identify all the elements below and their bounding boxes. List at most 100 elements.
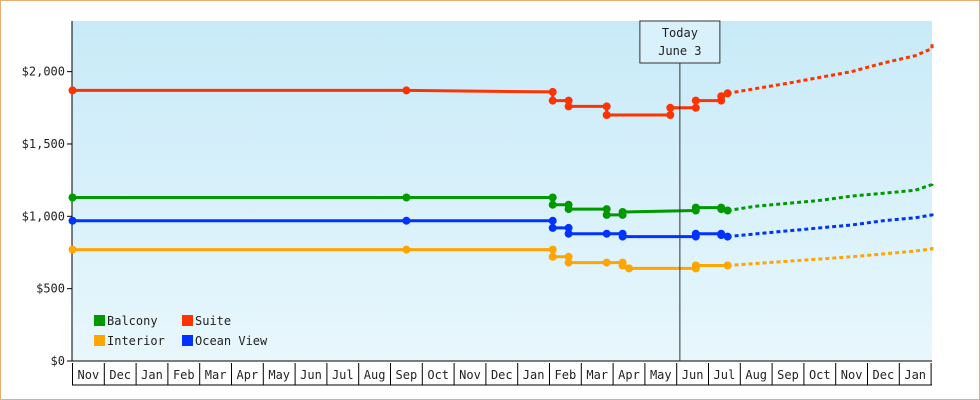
series-ocean-view-point [548,216,557,225]
legend-swatch-ocean-view [182,335,193,346]
x-tick-label: Jul [714,368,736,382]
x-tick-label: Jan [523,368,545,382]
series-interior-point [402,245,411,254]
legend-label-interior: Interior [107,334,165,348]
series-suite-point [666,103,675,112]
x-tick-label: Sep [777,368,799,382]
series-suite-point [548,87,557,96]
x-tick-label: Apr [618,368,640,382]
x-tick-label: Feb [173,368,195,382]
series-balcony-point [717,205,726,214]
series-suite-point [548,96,557,105]
x-tick-label: Aug [364,368,386,382]
series-ocean-view-point [548,223,557,232]
y-tick-label: $1,500 [22,137,65,151]
legend-label-suite: Suite [195,314,231,328]
x-tick-label: Nov [459,368,481,382]
series-balcony-point [548,193,557,202]
series-ocean-view-point [717,231,726,240]
series-ocean-view-point [618,232,627,241]
series-balcony-point [548,200,557,209]
series-interior-point [602,258,611,267]
series-ocean-view-point [691,229,700,238]
today-label-line1: Today [662,26,698,40]
series-suite-point [691,96,700,105]
x-tick-label: Mar [586,368,608,382]
x-tick-label: Jan [904,368,926,382]
axes: $0 $500 $1,000 $1,500 $2,000 Nov Dec Jan Feb Mar A… [22,21,932,386]
series-ocean-view-point [723,232,732,241]
series-interior-point [618,261,627,270]
series-interior-point [625,264,633,273]
legend-label-balcony: Balcony [107,314,158,328]
series-balcony-point [68,193,77,202]
legend-swatch-balcony [94,315,105,326]
series-ocean-view-point [564,223,573,232]
series-suite-point [68,86,77,95]
series-suite-point [602,111,611,119]
x-tick-label: Jun [682,368,704,382]
series-balcony-point [402,193,411,202]
series-balcony-point [723,206,732,215]
series-balcony-point [618,208,627,216]
series-suite-point [666,111,675,119]
series-interior-point [564,258,573,267]
x-tick-label: Jan [141,368,163,382]
x-tick-label: Dec [873,368,895,382]
x-tick-label: Feb [555,368,577,382]
series-balcony-point [564,205,573,214]
series-interior-point [548,245,557,254]
series-suite-point [691,103,700,112]
today-label-box [639,20,721,64]
x-tick-label: Aug [745,368,767,382]
x-tick-label: Jun [300,368,322,382]
today-marker: Today June 3 [639,20,721,361]
y-tick-label: $500 [36,282,65,296]
series-balcony-point [602,205,611,214]
series-suite-point [717,92,726,101]
legend: Balcony Suite Interior Ocean View [94,314,268,348]
x-tick-label: Oct [809,368,831,382]
series-interior-point [548,252,557,261]
series-suite-history-line [72,88,729,117]
series-interior-point [564,252,573,261]
series-interior-point [68,245,77,254]
today-label-line2: June 3 [658,44,701,58]
series-suite-point [602,102,611,111]
x-tick-label: May [268,368,290,382]
series-ocean-view-projection-line [727,212,934,239]
y-tick-label: $1,000 [22,209,65,223]
series-ocean-view-point [602,229,611,238]
series-group [68,41,934,273]
x-tick-label: Apr [237,368,259,382]
legend-swatch-interior [94,335,105,346]
x-tick-label: Jul [332,368,354,382]
x-tick-label: Nov [841,368,863,382]
series-balcony-point [602,210,611,219]
x-tick-label: Mar [205,368,227,382]
y-tick-label: $2,000 [22,65,65,79]
x-tick-label: Dec [109,368,131,382]
x-tick-label: Sep [396,368,418,382]
series-interior-projection-line [727,246,934,267]
series-ocean-view-point [564,229,573,238]
series-suite-point [402,86,411,95]
y-tick-label: $0 [51,354,65,368]
series-ocean-view-point [402,216,411,225]
x-tick-label: Dec [491,368,513,382]
legend-swatch-suite [182,315,193,326]
series-balcony-point [691,203,700,212]
x-tick-label: Nov [78,368,100,382]
plot-background [72,21,932,361]
legend-label-ocean-view: Ocean View [195,334,268,348]
series-suite-point [564,96,573,105]
x-tick-label: Oct [427,368,449,382]
series-ocean-view-point [68,216,77,225]
series-interior-point [691,261,700,270]
series-interior-point [723,261,732,270]
series-suite-point [564,102,573,111]
series-suite-point [723,89,732,98]
x-tick-label: May [650,368,672,382]
